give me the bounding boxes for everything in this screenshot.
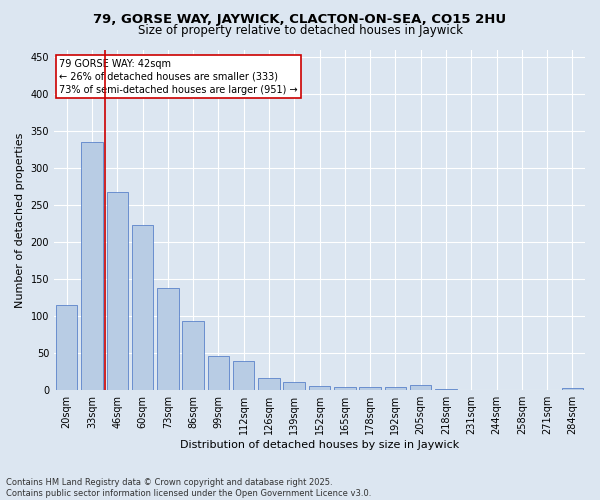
Bar — [359, 386, 381, 390]
Bar — [233, 360, 254, 390]
Bar — [309, 386, 330, 390]
Bar — [56, 305, 77, 390]
Bar — [81, 142, 103, 390]
Bar — [107, 192, 128, 390]
X-axis label: Distribution of detached houses by size in Jaywick: Distribution of detached houses by size … — [180, 440, 459, 450]
Y-axis label: Number of detached properties: Number of detached properties — [15, 132, 25, 308]
Text: Contains HM Land Registry data © Crown copyright and database right 2025.
Contai: Contains HM Land Registry data © Crown c… — [6, 478, 371, 498]
Bar — [208, 356, 229, 390]
Text: 79, GORSE WAY, JAYWICK, CLACTON-ON-SEA, CO15 2HU: 79, GORSE WAY, JAYWICK, CLACTON-ON-SEA, … — [94, 12, 506, 26]
Bar — [132, 226, 153, 390]
Text: 79 GORSE WAY: 42sqm
← 26% of detached houses are smaller (333)
73% of semi-detac: 79 GORSE WAY: 42sqm ← 26% of detached ho… — [59, 58, 298, 95]
Bar — [410, 385, 431, 390]
Bar — [258, 378, 280, 390]
Bar — [385, 386, 406, 390]
Bar — [182, 322, 204, 390]
Bar — [283, 382, 305, 390]
Bar — [435, 388, 457, 390]
Text: Size of property relative to detached houses in Jaywick: Size of property relative to detached ho… — [137, 24, 463, 37]
Bar — [334, 386, 356, 390]
Bar — [562, 388, 583, 390]
Bar — [157, 288, 179, 390]
